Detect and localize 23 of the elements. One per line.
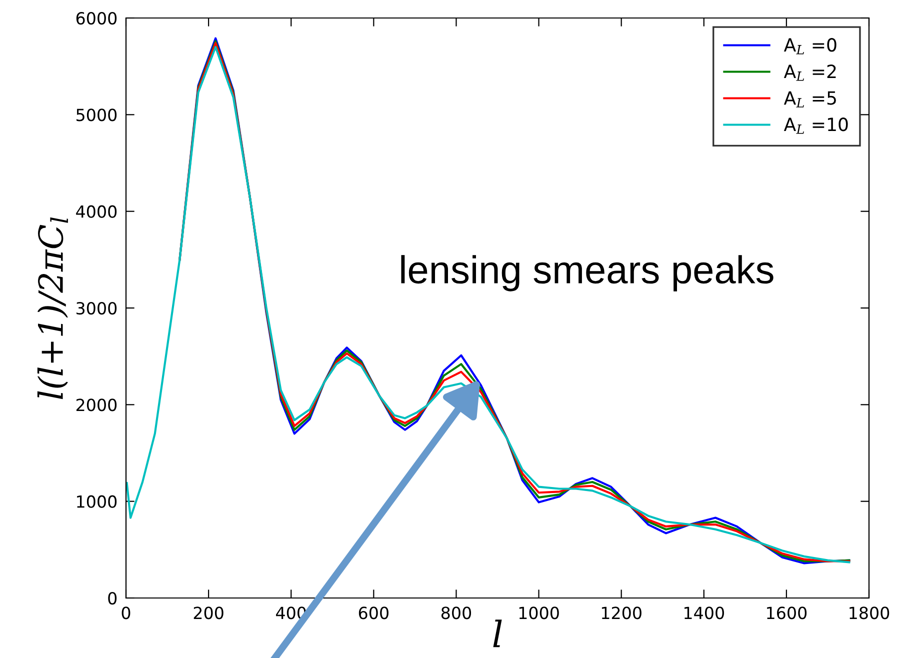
- x-tick-label: 1200: [602, 606, 642, 620]
- y-tick-label: 3000: [76, 302, 117, 315]
- legend-label: A$_{L}$ =0: [784, 38, 836, 54]
- x-tick-label: 200: [194, 606, 224, 620]
- x-axis-title: l: [493, 620, 502, 648]
- x-tick-label: 800: [441, 606, 472, 620]
- x-tick-label: 1800: [850, 606, 890, 620]
- y-tick-label: 1000: [77, 495, 117, 508]
- y-axis-title: l(l+1)/2πC$_{l}$: [37, 217, 68, 400]
- y-tick-label: 6000: [76, 12, 117, 25]
- x-tick-label: 1000: [519, 606, 559, 620]
- x-tick-label: 600: [358, 606, 388, 620]
- x-tick-label: 0: [122, 606, 130, 620]
- y-tick-label: 2000: [76, 398, 117, 412]
- legend-label: A$_{L}$ =10: [784, 118, 848, 134]
- y-tick-label: 0: [108, 592, 117, 605]
- legend-label: A$_{L}$ =2: [784, 64, 836, 81]
- y-tick-label: 4000: [76, 205, 117, 218]
- x-tick-label: 1600: [767, 606, 807, 620]
- x-tick-label: 1400: [684, 606, 724, 620]
- annotation: lensing smears peaks: [401, 255, 774, 292]
- legend-label: A$_{L}$ =5: [784, 91, 836, 108]
- y-tick-label: 5000: [76, 108, 117, 122]
